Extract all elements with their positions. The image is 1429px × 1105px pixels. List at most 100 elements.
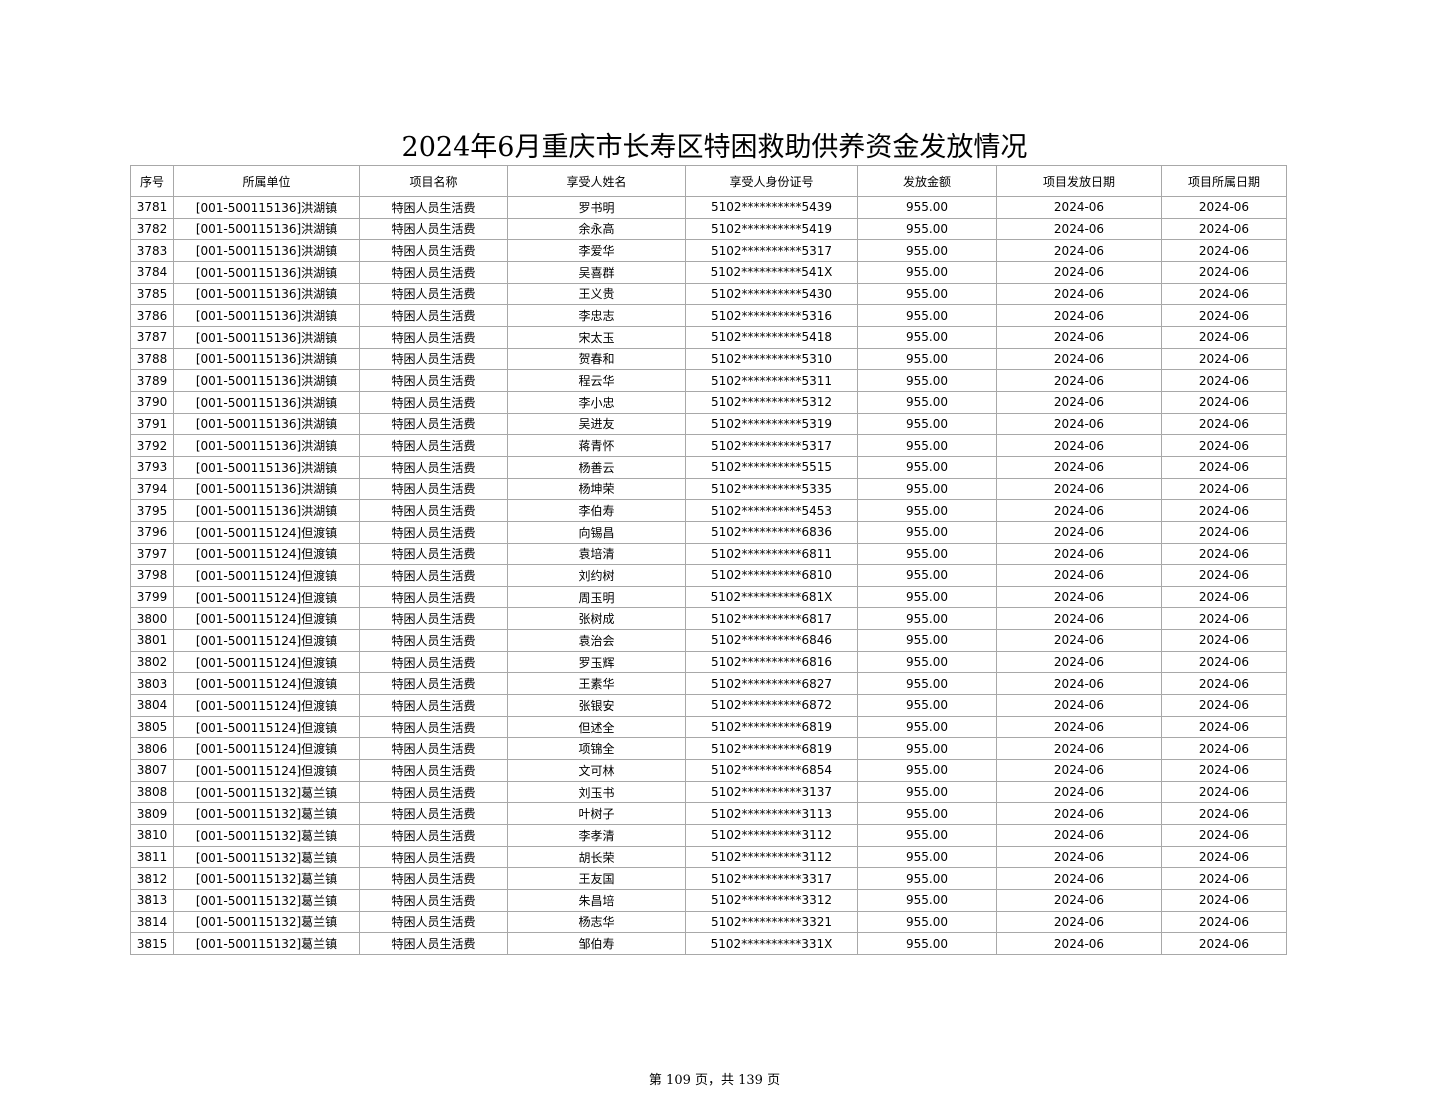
cell-belong-date: 2024-06 bbox=[1161, 542, 1287, 566]
cell-id-number: 5102**********5453 bbox=[685, 499, 858, 522]
cell-belong-date: 2024-06 bbox=[1161, 824, 1287, 847]
cell-belong-date: 2024-06 bbox=[1161, 325, 1287, 349]
cell-seq: 3802 bbox=[130, 650, 174, 674]
cell-belong-date: 2024-06 bbox=[1161, 564, 1287, 587]
cell-project: 特困人员生活费 bbox=[359, 455, 508, 479]
cell-unit: [001-500115132]葛兰镇 bbox=[173, 802, 360, 826]
cell-name: 杨善云 bbox=[507, 455, 686, 479]
cell-id-number: 5102**********6816 bbox=[685, 650, 858, 674]
cell-seq: 3814 bbox=[130, 910, 174, 934]
cell-amount: 955.00 bbox=[857, 759, 997, 782]
table-row: 3785 [001-500115136]洪湖镇 特困人员生活费 王义贵 5102****… bbox=[130, 282, 1287, 306]
cell-id-number: 5102**********3317 bbox=[685, 867, 858, 890]
cell-belong-date: 2024-06 bbox=[1161, 607, 1287, 631]
cell-pay-date: 2024-06 bbox=[996, 867, 1162, 890]
cell-pay-date: 2024-06 bbox=[996, 217, 1162, 241]
column-header-name: 享受人姓名 bbox=[507, 165, 686, 197]
cell-name: 李孝清 bbox=[507, 824, 686, 847]
cell-id-number: 5102**********3112 bbox=[685, 845, 858, 869]
cell-project: 特困人员生活费 bbox=[359, 845, 508, 869]
cell-amount: 955.00 bbox=[857, 239, 997, 262]
table-row: 3815 [001-500115132]葛兰镇 特困人员生活费 邹伯寿 5102****… bbox=[130, 932, 1287, 955]
cell-unit: [001-500115132]葛兰镇 bbox=[173, 889, 360, 912]
table-row: 3813 [001-500115132]葛兰镇 特困人员生活费 朱昌培 5102****… bbox=[130, 889, 1287, 912]
cell-pay-date: 2024-06 bbox=[996, 304, 1162, 327]
cell-id-number: 5102**********5430 bbox=[685, 282, 858, 306]
cell-id-number: 5102**********5319 bbox=[685, 412, 858, 436]
cell-belong-date: 2024-06 bbox=[1161, 585, 1287, 609]
cell-unit: [001-500115136]洪湖镇 bbox=[173, 304, 360, 327]
cell-id-number: 5102**********3312 bbox=[685, 889, 858, 912]
cell-unit: [001-500115124]但渡镇 bbox=[173, 672, 360, 696]
column-header-seq: 序号 bbox=[130, 165, 174, 197]
cell-seq: 3800 bbox=[130, 607, 174, 631]
cell-belong-date: 2024-06 bbox=[1161, 369, 1287, 392]
cell-project: 特困人员生活费 bbox=[359, 260, 508, 284]
cell-unit: [001-500115136]洪湖镇 bbox=[173, 239, 360, 262]
cell-seq: 3811 bbox=[130, 845, 174, 869]
cell-name: 但述全 bbox=[507, 715, 686, 739]
table-row: 3790 [001-500115136]洪湖镇 特困人员生活费 李小忠 5102****… bbox=[130, 390, 1287, 414]
cell-id-number: 5102**********541X bbox=[685, 260, 858, 284]
cell-project: 特困人员生活费 bbox=[359, 867, 508, 890]
cell-pay-date: 2024-06 bbox=[996, 239, 1162, 262]
table-row: 3801 [001-500115124]但渡镇 特困人员生活费 袁治会 5102****… bbox=[130, 629, 1287, 652]
cell-seq: 3789 bbox=[130, 369, 174, 392]
cell-project: 特困人员生活费 bbox=[359, 520, 508, 544]
cell-unit: [001-500115132]葛兰镇 bbox=[173, 824, 360, 847]
cell-belong-date: 2024-06 bbox=[1161, 867, 1287, 890]
cell-unit: [001-500115136]洪湖镇 bbox=[173, 412, 360, 436]
table-row: 3798 [001-500115124]但渡镇 特困人员生活费 刘约树 5102****… bbox=[130, 564, 1287, 587]
cell-project: 特困人员生活费 bbox=[359, 196, 508, 219]
cell-amount: 955.00 bbox=[857, 867, 997, 890]
cell-unit: [001-500115132]葛兰镇 bbox=[173, 867, 360, 890]
cell-pay-date: 2024-06 bbox=[996, 737, 1162, 761]
cell-seq: 3807 bbox=[130, 759, 174, 782]
cell-project: 特困人员生活费 bbox=[359, 434, 508, 457]
cell-belong-date: 2024-06 bbox=[1161, 932, 1287, 955]
cell-amount: 955.00 bbox=[857, 910, 997, 934]
cell-seq: 3815 bbox=[130, 932, 174, 955]
cell-project: 特困人员生活费 bbox=[359, 477, 508, 501]
cell-name: 张树成 bbox=[507, 607, 686, 631]
table-row: 3788 [001-500115136]洪湖镇 特困人员生活费 贺春和 5102****… bbox=[130, 347, 1287, 371]
cell-pay-date: 2024-06 bbox=[996, 694, 1162, 717]
table-row: 3781 [001-500115136]洪湖镇 特困人员生活费 罗书明 5102****… bbox=[130, 196, 1287, 219]
cell-name: 王友国 bbox=[507, 867, 686, 890]
cell-id-number: 5102**********3112 bbox=[685, 824, 858, 847]
cell-id-number: 5102**********5316 bbox=[685, 304, 858, 327]
cell-pay-date: 2024-06 bbox=[996, 629, 1162, 652]
cell-pay-date: 2024-06 bbox=[996, 824, 1162, 847]
cell-id-number: 5102**********5335 bbox=[685, 477, 858, 501]
cell-unit: [001-500115132]葛兰镇 bbox=[173, 932, 360, 955]
cell-belong-date: 2024-06 bbox=[1161, 650, 1287, 674]
cell-id-number: 5102**********5418 bbox=[685, 325, 858, 349]
cell-amount: 955.00 bbox=[857, 802, 997, 826]
cell-id-number: 5102**********6836 bbox=[685, 520, 858, 544]
table-row: 3805 [001-500115124]但渡镇 特困人员生活费 但述全 5102****… bbox=[130, 715, 1287, 739]
cell-belong-date: 2024-06 bbox=[1161, 889, 1287, 912]
cell-seq: 3799 bbox=[130, 585, 174, 609]
cell-name: 刘约树 bbox=[507, 564, 686, 587]
table-row: 3795 [001-500115136]洪湖镇 特困人员生活费 李伯寿 5102****… bbox=[130, 499, 1287, 522]
cell-project: 特困人员生活费 bbox=[359, 889, 508, 912]
cell-project: 特困人员生活费 bbox=[359, 672, 508, 696]
cell-seq: 3805 bbox=[130, 715, 174, 739]
cell-name: 吴喜群 bbox=[507, 260, 686, 284]
column-header-unit: 所属单位 bbox=[173, 165, 360, 197]
cell-belong-date: 2024-06 bbox=[1161, 845, 1287, 869]
cell-unit: [001-500115136]洪湖镇 bbox=[173, 477, 360, 501]
table-row: 3808 [001-500115132]葛兰镇 特困人员生活费 刘玉书 5102****… bbox=[130, 780, 1287, 804]
cell-id-number: 5102**********6819 bbox=[685, 737, 858, 761]
table-row: 3807 [001-500115124]但渡镇 特困人员生活费 文可林 5102****… bbox=[130, 759, 1287, 782]
cell-seq: 3784 bbox=[130, 260, 174, 284]
cell-project: 特困人员生活费 bbox=[359, 780, 508, 804]
cell-project: 特困人员生活费 bbox=[359, 650, 508, 674]
page-footer: 第 109 页，共 139 页 bbox=[648, 1073, 781, 1088]
column-header-id-number: 享受人身份证号 bbox=[685, 165, 858, 197]
cell-amount: 955.00 bbox=[857, 694, 997, 717]
cell-belong-date: 2024-06 bbox=[1161, 434, 1287, 457]
column-header-belong-date: 项目所属日期 bbox=[1161, 165, 1287, 197]
cell-id-number: 5102**********5515 bbox=[685, 455, 858, 479]
cell-belong-date: 2024-06 bbox=[1161, 347, 1287, 371]
